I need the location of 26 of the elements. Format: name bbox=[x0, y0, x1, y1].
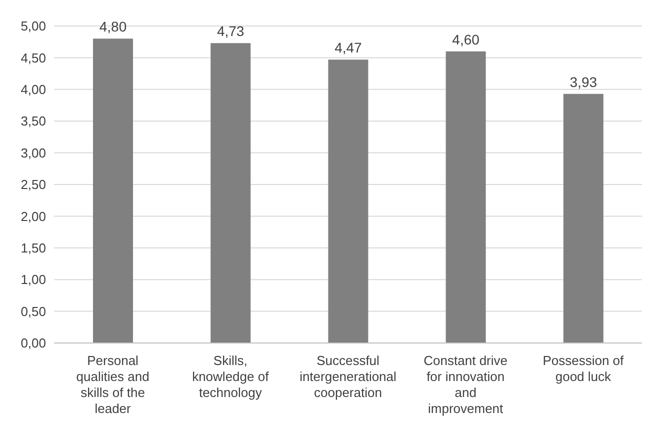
y-tick-label: 1,00 bbox=[20, 272, 46, 288]
y-tick-label: 3,50 bbox=[20, 114, 46, 129]
data-label: 4,73 bbox=[216, 23, 244, 40]
x-tick-label: Personal qualities and skills of the leader bbox=[76, 353, 150, 416]
bar bbox=[563, 94, 604, 343]
data-label: 4,80 bbox=[99, 18, 127, 35]
y-tick-label: 4,50 bbox=[20, 50, 46, 66]
y-tick-label: 0,50 bbox=[20, 304, 46, 319]
x-tick-label: Constant drive for innovation and improvement bbox=[424, 353, 508, 416]
y-tick-label: 4,00 bbox=[20, 82, 46, 98]
bar bbox=[210, 43, 251, 343]
y-tick-label: 3,00 bbox=[20, 145, 46, 160]
y-tick-label: 0,00 bbox=[20, 336, 46, 351]
y-tick-label: 2,00 bbox=[20, 208, 46, 224]
x-tick-label: Successful intergenerational cooperation bbox=[300, 353, 397, 400]
y-tick-label: 1,50 bbox=[20, 240, 46, 256]
bar bbox=[93, 38, 133, 343]
x-tick-label: Possession of good luck bbox=[542, 353, 624, 384]
data-label: 4,60 bbox=[452, 31, 480, 48]
data-label: 4,47 bbox=[334, 40, 362, 56]
y-tick-label: 2,50 bbox=[20, 177, 46, 192]
data-label: 3,93 bbox=[570, 74, 598, 90]
y-tick-label: 5,00 bbox=[20, 18, 46, 34]
x-tick-label: Skills, knowledge of technology bbox=[192, 353, 270, 400]
bar bbox=[446, 51, 486, 343]
bar bbox=[328, 60, 368, 343]
